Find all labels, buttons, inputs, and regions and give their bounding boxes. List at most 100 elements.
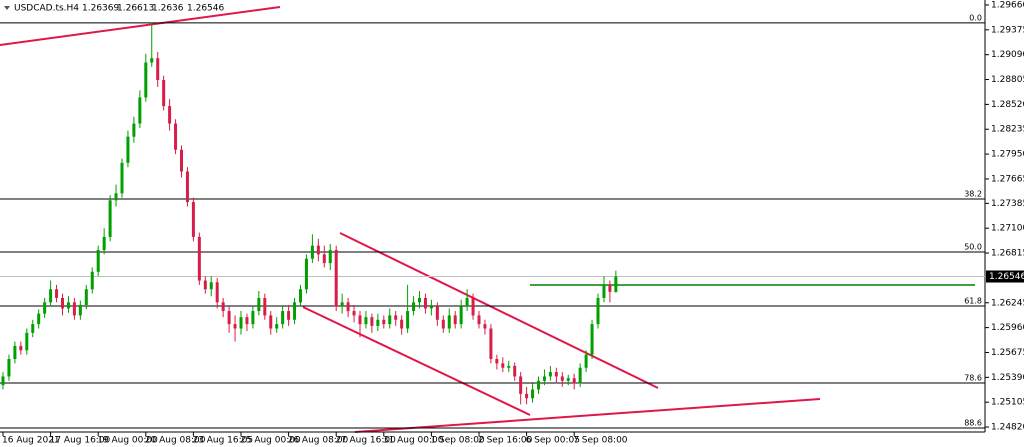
candle-body bbox=[275, 324, 279, 329]
y-tick-label: 1.27100 bbox=[991, 224, 1024, 234]
candle-body bbox=[215, 282, 219, 303]
candle-body bbox=[429, 306, 433, 309]
candle-body bbox=[55, 289, 59, 298]
candle-body bbox=[108, 200, 112, 237]
y-tick-label: 1.27385 bbox=[991, 199, 1024, 209]
candle-body bbox=[548, 372, 552, 377]
candle-body bbox=[542, 376, 546, 381]
x-tick-label: 7 Sep 08:00 bbox=[573, 436, 628, 446]
header-open: 1.26369 bbox=[82, 4, 119, 14]
candle-body bbox=[185, 171, 189, 203]
candle-body bbox=[197, 236, 201, 281]
candle-body bbox=[233, 324, 237, 329]
candle-body bbox=[394, 315, 398, 320]
candle-body bbox=[322, 254, 326, 264]
candle-body bbox=[25, 332, 29, 351]
candle-body bbox=[358, 315, 362, 325]
candle-body bbox=[120, 162, 124, 194]
candle-body bbox=[251, 311, 255, 325]
header-high: 1.26613 bbox=[117, 4, 154, 14]
candle-body bbox=[382, 319, 386, 325]
candle-body bbox=[281, 311, 285, 325]
candle-body bbox=[525, 393, 529, 399]
candle-body bbox=[19, 345, 23, 351]
candle-body bbox=[304, 258, 308, 290]
y-tick-label: 1.27665 bbox=[991, 174, 1024, 184]
candle-body bbox=[150, 58, 154, 63]
candle-body bbox=[37, 313, 41, 325]
candle-body bbox=[66, 302, 70, 309]
candle-body bbox=[501, 363, 505, 368]
candle-body bbox=[132, 123, 136, 137]
fib-label: 61.8 bbox=[964, 296, 982, 305]
fib-label: 0.0 bbox=[969, 13, 982, 22]
candle-body bbox=[316, 245, 320, 255]
candle-body bbox=[126, 136, 130, 163]
candle-body bbox=[49, 289, 53, 303]
x-tick-label: 16 Aug 2021 bbox=[2, 436, 60, 446]
candle-body bbox=[334, 250, 338, 307]
candle-body bbox=[465, 297, 469, 307]
candle-body bbox=[174, 123, 178, 150]
candle-body bbox=[156, 58, 160, 80]
header-low: 1.2636 bbox=[152, 4, 184, 14]
candle-body bbox=[180, 149, 183, 172]
x-tick-label: 20 Aug 08:00 bbox=[145, 436, 206, 446]
candle-body bbox=[245, 317, 249, 325]
candle-body bbox=[447, 315, 451, 329]
candle-body bbox=[519, 376, 523, 394]
candle-body bbox=[96, 250, 100, 272]
support-line bbox=[354, 398, 821, 433]
fib-label: 38.2 bbox=[964, 189, 982, 198]
x-tick-label: 1 Sep 08:00 bbox=[430, 436, 485, 446]
candle-body bbox=[138, 97, 142, 124]
candle-body bbox=[84, 289, 88, 305]
candle-body bbox=[513, 365, 517, 377]
candle-body bbox=[483, 324, 487, 329]
y-tick-label: 1.25675 bbox=[991, 348, 1024, 358]
y-tick-label: 1.29660 bbox=[991, 0, 1024, 10]
x-tick-label: 6 Sep 00:05 bbox=[526, 436, 580, 446]
candle-body bbox=[310, 245, 314, 259]
y-tick-label: 1.29375 bbox=[991, 25, 1024, 35]
x-tick-label: 27 Aug 16:00 bbox=[335, 436, 396, 446]
candle-body bbox=[376, 319, 380, 326]
y-tick-label: 1.28520 bbox=[991, 100, 1024, 110]
candle-body bbox=[78, 304, 82, 316]
candle-body bbox=[257, 297, 261, 312]
candle-body bbox=[114, 193, 118, 201]
candle-body bbox=[263, 297, 267, 316]
fib-label: 88.6 bbox=[964, 418, 982, 427]
candle-body bbox=[435, 306, 439, 320]
y-tick-label: 1.25105 bbox=[991, 398, 1024, 408]
x-tick-label: 17 Aug 16:00 bbox=[50, 436, 111, 446]
candle-body bbox=[61, 297, 64, 309]
fib-label: 50.0 bbox=[964, 243, 982, 252]
candle-body bbox=[590, 324, 594, 355]
candle-body bbox=[596, 297, 600, 325]
y-tick-label: 1.26245 bbox=[991, 298, 1024, 308]
candle-body bbox=[507, 365, 511, 368]
candle-body bbox=[400, 319, 404, 329]
candle-body bbox=[459, 306, 463, 325]
symbol-icon bbox=[4, 6, 10, 10]
fib-label: 78.6 bbox=[964, 373, 982, 382]
candle-body bbox=[560, 376, 564, 381]
candle-body bbox=[388, 315, 392, 325]
candle-body bbox=[269, 315, 273, 329]
candle-body bbox=[43, 302, 47, 314]
candle-body bbox=[495, 359, 499, 364]
candle-body bbox=[554, 372, 558, 377]
candle-body bbox=[453, 315, 457, 325]
current-price-label: 1.26546 bbox=[989, 272, 1024, 282]
candle-body bbox=[477, 315, 481, 325]
candle-body bbox=[168, 106, 172, 124]
candle-body bbox=[489, 328, 493, 360]
candle-body bbox=[537, 380, 540, 390]
candle-body bbox=[572, 378, 576, 384]
candle-body bbox=[90, 271, 94, 290]
candle-body bbox=[221, 302, 225, 312]
candle-body bbox=[352, 311, 356, 316]
